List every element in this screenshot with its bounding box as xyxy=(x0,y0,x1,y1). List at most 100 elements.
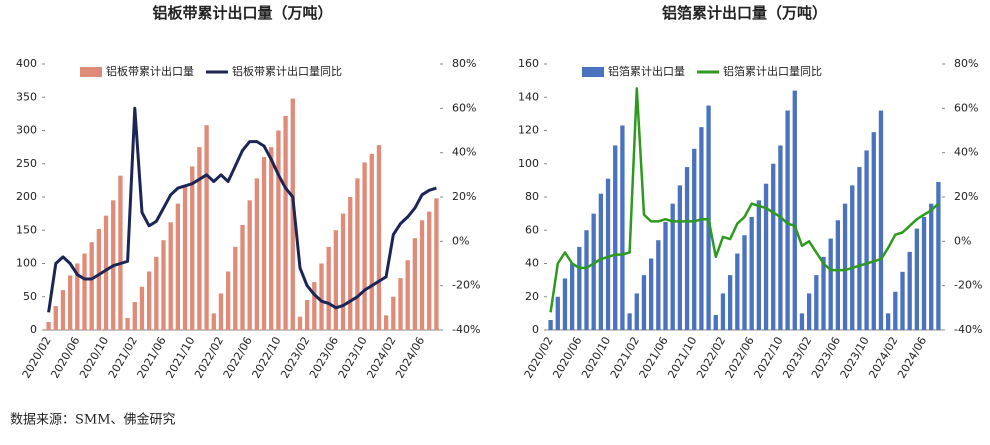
bar xyxy=(577,246,582,330)
bar xyxy=(297,316,303,330)
y2-tick-label: 40% xyxy=(452,146,476,159)
bar xyxy=(548,320,553,330)
bar xyxy=(218,293,224,330)
y-tick-label: 160 xyxy=(518,57,539,70)
bar xyxy=(405,260,410,330)
bar xyxy=(893,291,898,330)
bar xyxy=(778,145,783,330)
bar xyxy=(613,145,618,330)
y-tick-label: 250 xyxy=(16,157,37,170)
bar xyxy=(828,238,833,330)
line-series xyxy=(47,106,437,313)
bar xyxy=(247,200,252,330)
y-tick-label: 140 xyxy=(518,90,539,103)
bar xyxy=(434,198,439,330)
bar xyxy=(735,253,740,330)
bar xyxy=(355,178,360,330)
bar xyxy=(806,293,812,330)
bar xyxy=(706,105,711,330)
y2-tick-label: 0% xyxy=(954,234,971,247)
bar xyxy=(254,178,260,330)
bar xyxy=(53,306,58,330)
bar xyxy=(312,282,317,330)
y-tick-label: 350 xyxy=(16,90,37,103)
bar xyxy=(175,203,181,330)
bar xyxy=(670,203,675,330)
bar xyxy=(878,110,884,330)
bar xyxy=(67,275,73,330)
bar xyxy=(419,220,425,330)
bar xyxy=(233,246,238,330)
y2-tick-label: -20% xyxy=(452,279,480,292)
legend-swatch xyxy=(80,67,102,77)
bar xyxy=(864,150,869,330)
y2-tick-label: 60% xyxy=(452,101,476,114)
bar xyxy=(835,220,841,330)
bar xyxy=(850,185,855,330)
bar xyxy=(634,293,639,330)
bar xyxy=(427,211,432,330)
bar xyxy=(842,203,848,330)
bar xyxy=(562,278,568,330)
y2-tick-label: 80% xyxy=(954,57,978,70)
source-note: 数据来源：SMM、佛金研究 xyxy=(10,412,176,428)
bar xyxy=(132,302,137,330)
bar xyxy=(182,185,188,330)
y-tick-label: 100 xyxy=(16,257,37,270)
y2-tick-label: 0% xyxy=(452,234,469,247)
y-tick-label: 40 xyxy=(525,257,539,270)
bar xyxy=(900,271,905,330)
bar xyxy=(161,240,166,330)
y2-tick-label: 80% xyxy=(452,57,476,70)
bar xyxy=(555,296,560,330)
bar xyxy=(569,263,575,330)
bar xyxy=(139,286,145,330)
bar xyxy=(584,230,589,330)
bar xyxy=(369,153,374,330)
bar xyxy=(46,322,51,330)
bar xyxy=(75,263,80,330)
line-series xyxy=(549,87,940,313)
bar xyxy=(684,167,690,330)
bar xyxy=(362,162,367,330)
y2-tick-label: 40% xyxy=(954,146,978,159)
bar xyxy=(792,90,797,330)
bar xyxy=(319,263,324,330)
bar xyxy=(383,315,389,330)
bar xyxy=(656,240,661,330)
bar xyxy=(398,278,403,330)
y2-tick-label: 60% xyxy=(954,101,978,114)
bar xyxy=(821,256,826,330)
bar xyxy=(261,157,267,330)
bar xyxy=(204,125,209,331)
bar xyxy=(60,290,66,330)
bar xyxy=(929,203,934,330)
bar xyxy=(605,178,611,330)
bar xyxy=(333,230,339,330)
y-tick-label: 100 xyxy=(518,157,539,170)
bar xyxy=(283,115,288,331)
legend-label: 铝板带累计出口量 xyxy=(106,64,194,78)
bar xyxy=(914,228,920,330)
bar xyxy=(304,300,310,330)
bar xyxy=(125,318,130,330)
y-tick-label: 300 xyxy=(16,124,37,137)
y-tick-label: 400 xyxy=(16,57,37,70)
bar xyxy=(276,130,281,330)
y-tick-label: 80 xyxy=(525,190,539,203)
bar xyxy=(197,147,202,330)
bar xyxy=(348,197,353,330)
bar xyxy=(771,163,776,330)
y2-tick-label: -20% xyxy=(954,279,982,292)
bar xyxy=(814,275,819,330)
y2-tick-label: -40% xyxy=(954,323,982,336)
bar xyxy=(591,213,596,330)
bar xyxy=(720,293,726,330)
bar xyxy=(412,238,418,330)
bar xyxy=(620,125,625,330)
legend-label: 铝箔累计出口量同比 xyxy=(723,64,822,78)
chart-title: 铝箔累计出口量（万吨） xyxy=(662,4,827,22)
bar xyxy=(871,132,876,330)
bar xyxy=(290,98,295,330)
